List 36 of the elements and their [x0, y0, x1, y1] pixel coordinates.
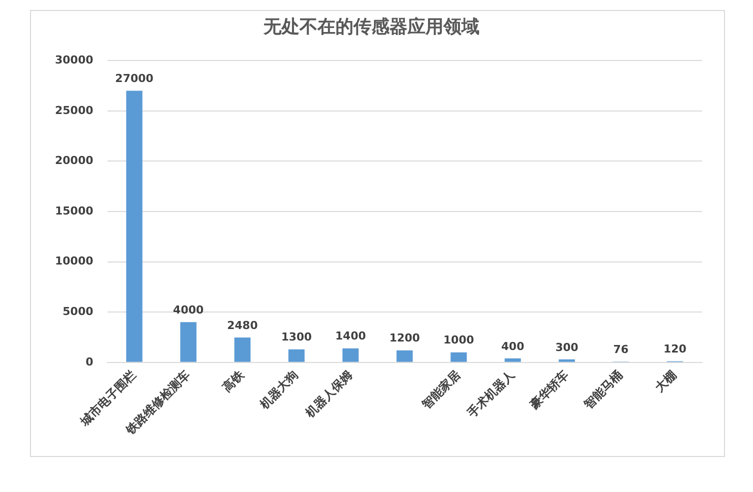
data-label: 1400: [335, 330, 366, 343]
bar: [396, 350, 413, 362]
chart-title: 无处不在的传感器应用领域: [262, 16, 480, 38]
data-label: 400: [501, 340, 525, 353]
bar: [504, 358, 521, 362]
bar: [234, 337, 251, 362]
bar: [342, 348, 359, 362]
data-label: 4000: [173, 304, 204, 317]
data-label: 27000: [115, 72, 154, 86]
data-label: 1200: [389, 332, 420, 345]
y-tick-label: 15000: [54, 204, 94, 218]
data-label: 76: [613, 343, 629, 356]
x-tick-label: 大棚: [652, 368, 680, 395]
data-label: 300: [555, 340, 579, 354]
data-label: 120: [663, 342, 687, 356]
data-label: 2480: [227, 318, 258, 332]
y-tick-label: 5000: [62, 304, 94, 318]
x-tick-label: 机器大狗: [256, 368, 301, 412]
bar: [126, 90, 142, 362]
x-tick-label: 高铁: [220, 367, 248, 395]
x-tick-label: 手术机器人: [464, 367, 518, 421]
y-tick-label: 20000: [54, 154, 94, 168]
y-tick-label: 0: [86, 355, 94, 368]
x-tick-label: 智能家居: [418, 368, 464, 412]
bar: [180, 322, 196, 362]
bar: [288, 349, 305, 362]
y-tick-label: 30000: [54, 53, 94, 66]
data-label: 1000: [443, 334, 474, 347]
x-tick-label: 智能马桶: [580, 368, 626, 412]
bar: [558, 359, 575, 362]
y-tick-label: 25000: [54, 104, 94, 117]
bar: [450, 352, 467, 362]
x-tick-label: 豪华轿车: [526, 368, 572, 412]
y-tick-label: 10000: [54, 254, 94, 268]
x-tick-label: 机器人保姆: [302, 368, 355, 421]
data-label: 1300: [281, 330, 312, 344]
